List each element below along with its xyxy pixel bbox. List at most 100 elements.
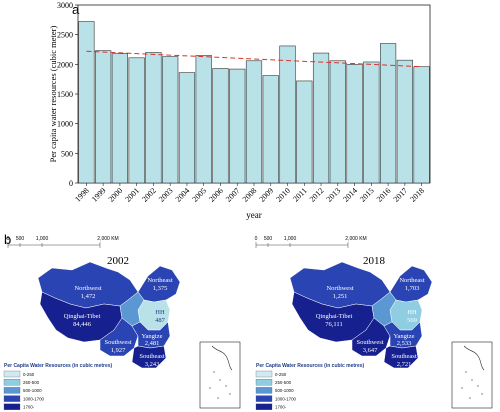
x-tick-label: 2011 (291, 186, 308, 203)
bar (212, 68, 229, 184)
bar (195, 55, 212, 184)
bar (312, 52, 330, 184)
region-label: HH (407, 309, 417, 316)
region-label: Northwest (74, 285, 101, 292)
inset-islands (461, 371, 483, 399)
region-value: 1,927 (111, 347, 126, 354)
region-value: 76,111 (325, 321, 342, 328)
region-label: Northeast (147, 277, 172, 284)
region-value: 84,446 (73, 321, 92, 328)
bar (363, 61, 380, 184)
bar (95, 50, 112, 184)
bar (346, 64, 363, 184)
map-2002: 2002 0 500 1,000 2,000 KM Northwest 1,47… (7, 236, 241, 409)
bar (78, 21, 95, 184)
inset-islands (209, 371, 231, 399)
map-legend-2018: Per Capita Water Resources (in cubic met… (255, 363, 365, 410)
y-axis: 0 500 1000 1500 2000 2500 3000 (57, 1, 78, 188)
x-tick-label: 2014 (341, 186, 359, 204)
south-china-sea-inset (199, 341, 241, 409)
region-southwest (99, 317, 139, 357)
scale-label: 2,000 KM (97, 236, 118, 242)
region-value: 1,472 (81, 293, 96, 300)
region-label: Qinghai-Tibet (64, 313, 101, 320)
panel-a-label: a (72, 2, 80, 17)
region-label: Yangtze (393, 333, 414, 340)
region-yangtze (383, 321, 423, 349)
x-tick-label: 2017 (392, 186, 410, 204)
legend-label: 1700- (275, 405, 287, 410)
legend-label: 1000-1700 (275, 396, 297, 401)
region-southwest (351, 317, 391, 357)
legend-swatch (3, 370, 21, 378)
legend-label: 1000-1700 (23, 396, 45, 401)
x-tick-label: 2000 (107, 186, 125, 204)
region-northeast (389, 265, 433, 303)
region-value: 487 (155, 317, 166, 324)
scale-label: 500 (264, 236, 273, 242)
y-tick-label: 2500 (57, 31, 73, 40)
y-tick-label: 2000 (57, 60, 73, 69)
x-axis: 1998 1999 2000 2001 2002 2003 2004 2005 2006 2007… (73, 183, 426, 204)
region-label: Northwest (326, 285, 353, 292)
region-value: 2,721 (397, 361, 412, 368)
scale-label: 500 (16, 236, 25, 242)
region-value: 1,251 (333, 293, 348, 300)
legend-title: Per Capita Water Resources (in cubic met… (256, 363, 365, 369)
x-tick-label: 2008 (241, 186, 259, 204)
region-value: 1,703 (405, 285, 420, 292)
bar (413, 66, 430, 184)
region-label: Southeast (139, 353, 164, 360)
scale-label: 1,000 (36, 236, 49, 242)
legend-swatch (3, 379, 21, 386)
region-yangtze (131, 321, 171, 349)
region-label: Yangtze (141, 333, 162, 340)
legend-swatch (3, 387, 21, 394)
x-tick-label: 2013 (325, 186, 343, 204)
bar (178, 72, 196, 184)
legend-label: 1700- (23, 405, 35, 410)
legend-label: 250-500 (275, 380, 292, 385)
x-tick-label: 1999 (90, 186, 108, 204)
x-tick-label: 2003 (157, 186, 175, 204)
region-value: 1,375 (153, 285, 168, 292)
region-northeast (137, 265, 181, 303)
region-value: 569 (407, 317, 417, 324)
region-southeast (383, 345, 419, 369)
bar (262, 75, 279, 184)
region-label: Qinghai-Tibet (316, 313, 353, 320)
y-tick-label: 3000 (57, 1, 73, 10)
bar (229, 68, 246, 184)
region-value: 3,647 (363, 347, 378, 354)
scale-label: 0 (255, 236, 258, 242)
x-tick-label: 2010 (274, 186, 292, 204)
y-tick-label: 1000 (57, 120, 73, 129)
region-label: Southeast (391, 353, 416, 360)
map-title: 2018 (363, 255, 386, 267)
bar (396, 59, 413, 184)
scale-label: 2,000 KM (345, 236, 366, 242)
bar (245, 60, 263, 184)
region-southeast (131, 345, 167, 369)
x-axis-label: year (246, 210, 262, 220)
y-tick-label: 500 (61, 149, 73, 158)
x-tick-label: 2016 (375, 186, 393, 204)
legend-label: 0-250 (23, 372, 35, 377)
legend-swatch (255, 370, 273, 378)
legend-swatch (3, 403, 21, 410)
legend-title: Per Capita Water Resources (in cubic met… (4, 363, 113, 369)
scale-bar: 0 500 1,000 2,000 KM (7, 236, 119, 248)
legend-swatch (255, 379, 273, 386)
legend-swatch (255, 403, 273, 410)
bar (296, 80, 313, 184)
x-tick-label: 2005 (190, 186, 208, 204)
legend-swatch (3, 395, 21, 402)
bar (111, 53, 128, 184)
panel-b-label: b (4, 232, 11, 247)
region-label: Northeast (399, 277, 424, 284)
x-tick-label: 2006 (207, 186, 225, 204)
legend-swatch (255, 395, 273, 402)
legend-label: 500-1000 (23, 388, 42, 393)
